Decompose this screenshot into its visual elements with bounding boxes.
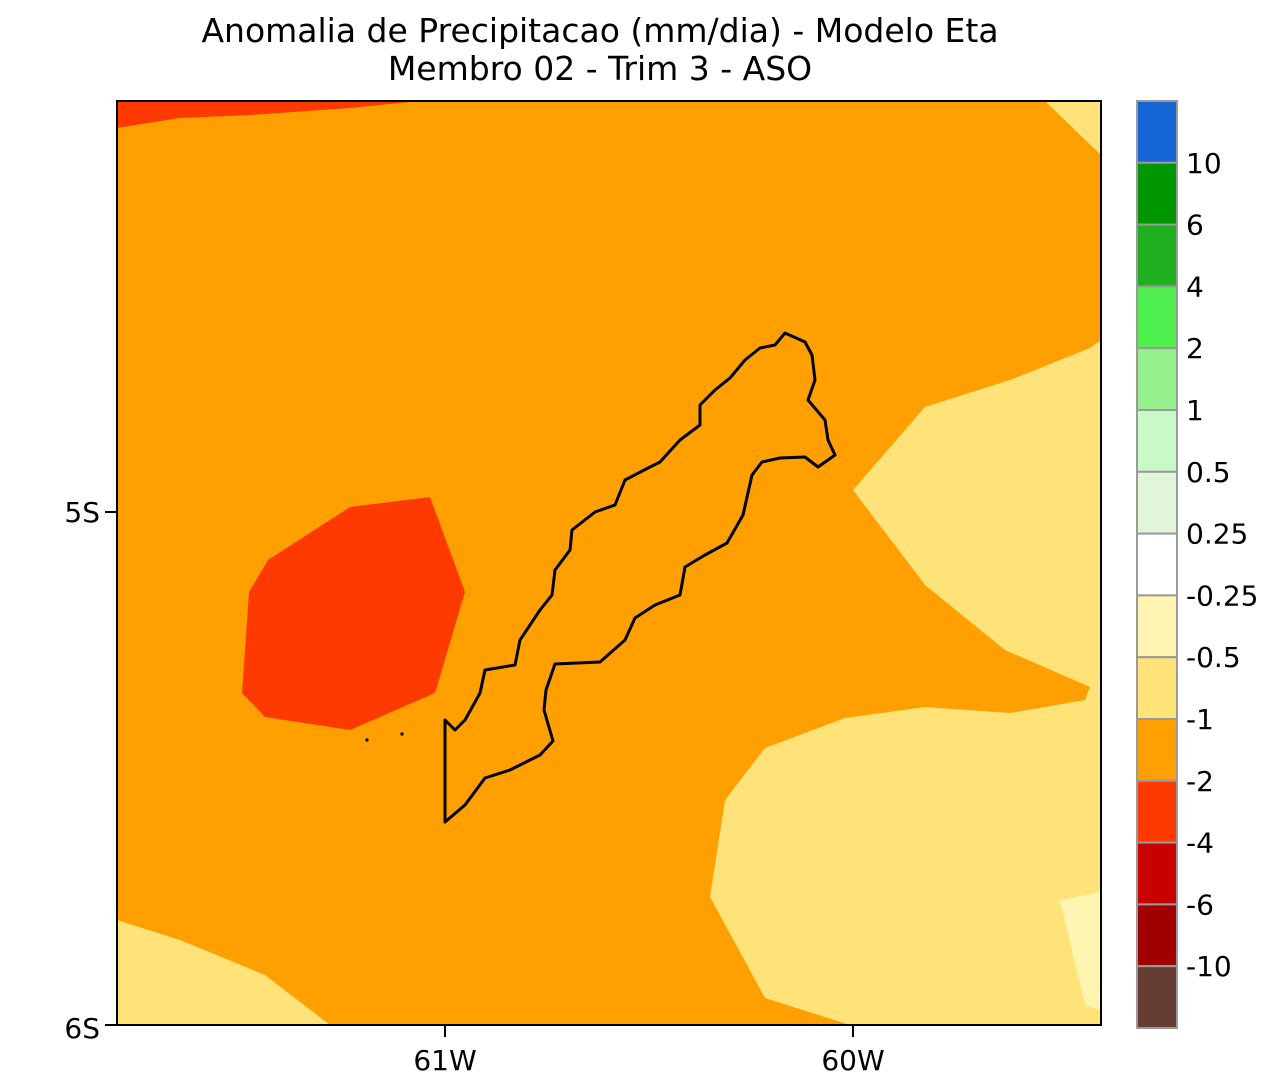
colorbar-label: 6: [1186, 209, 1204, 242]
colorbar: 10 6 4 2 1 0.5 0.25 -0.25 -0.5 -1 -2 -4 -6 -10: [1136, 100, 1258, 1030]
island-dot: [400, 732, 404, 736]
colorbar-label: 0.25: [1186, 518, 1248, 551]
x-tick-label-60w: 60W: [821, 1044, 884, 1077]
colorbar-swatch: [1136, 470, 1178, 535]
colorbar-swatch: [1136, 100, 1178, 164]
colorbar-swatch: [1136, 161, 1178, 226]
anomaly-region-top-right: [1045, 101, 1101, 155]
colorbar-label: -6: [1186, 888, 1214, 921]
colorbar-swatch: [1136, 779, 1178, 844]
map-area: [116, 100, 1102, 1026]
colorbar-label: 10: [1186, 147, 1222, 180]
colorbar-label: -0.25: [1186, 579, 1258, 612]
anomaly-region-east: [710, 340, 1101, 1025]
anomaly-region-southeast: [1060, 892, 1101, 1010]
y-axis: 5S 6S: [64, 496, 117, 1045]
y-tick-label-5s: 5S: [64, 496, 100, 529]
map-subtitle: Membro 02 - Trim 3 - ASO: [388, 49, 812, 88]
region-outline: [443, 331, 837, 824]
colorbar-swatch: [1136, 965, 1178, 1030]
colorbar-swatch: [1136, 409, 1178, 473]
colorbar-swatch: [1136, 903, 1178, 968]
colorbar-label: -4: [1186, 827, 1214, 860]
colorbar-swatch: [1136, 347, 1178, 412]
x-tick-label-61w: 61W: [413, 1044, 476, 1077]
colorbar-label: -0.5: [1186, 641, 1241, 674]
map-title: Anomalia de Precipitacao (mm/dia) - Mode…: [201, 11, 998, 50]
anomaly-region-west-blob: [242, 497, 465, 730]
colorbar-swatch: [1136, 223, 1178, 288]
island-dot: [365, 738, 369, 742]
colorbar-label: -1: [1186, 703, 1214, 736]
colorbar-swatch: [1136, 285, 1178, 350]
colorbar-swatch: [1136, 718, 1178, 782]
colorbar-swatch: [1136, 841, 1178, 906]
colorbar-swatch: [1136, 656, 1178, 721]
colorbar-label: -10: [1186, 950, 1232, 983]
colorbar-label: 0.5: [1186, 456, 1231, 489]
map-frame: [116, 100, 1102, 1026]
colorbar-label: 1: [1186, 394, 1204, 427]
anomaly-region-southwest: [117, 920, 330, 1025]
y-tick-label-6s: 6S: [64, 1012, 100, 1045]
colorbar-label: -2: [1186, 765, 1214, 798]
anomaly-region-top-left: [117, 101, 420, 128]
colorbar-swatch: [1136, 594, 1178, 659]
colorbar-label: 4: [1186, 270, 1204, 303]
colorbar-label: 2: [1186, 332, 1204, 365]
colorbar-swatch: [1136, 532, 1178, 597]
x-axis: 61W 60W: [413, 1025, 885, 1077]
